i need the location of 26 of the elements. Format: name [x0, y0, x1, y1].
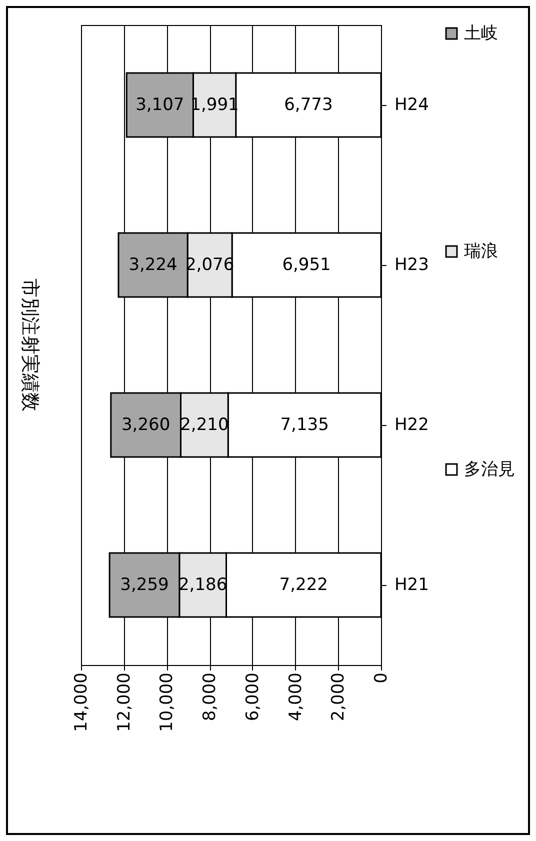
x-tick-label: 14,000: [72, 672, 92, 732]
data-label: 3,224: [128, 255, 178, 275]
y-tick-label: H21: [394, 575, 429, 595]
data-label: 2,210: [180, 415, 229, 435]
data-label: 3,260: [121, 415, 170, 435]
y-tick-label: H24: [394, 95, 429, 115]
x-tick-label: 0: [372, 672, 392, 684]
y-tick-label: H23: [394, 255, 429, 275]
x-tick-label: 8,000: [200, 672, 220, 722]
data-label: 7,135: [280, 415, 329, 435]
x-tick-label: 4,000: [286, 672, 306, 722]
x-tick-label: 12,000: [114, 672, 134, 732]
legend-label: 瑞浪: [464, 242, 498, 262]
x-tick-label: 6,000: [242, 672, 263, 722]
x-tick-label: 10,000: [157, 672, 178, 732]
y-tick-label: H22: [394, 415, 429, 435]
legend-label: 土岐: [464, 24, 498, 44]
data-label: 7,222: [279, 575, 328, 595]
x-tick-label: 2,000: [328, 672, 349, 722]
data-label: 3,259: [120, 575, 169, 595]
data-label: 6,773: [284, 95, 333, 115]
data-label: 6,951: [282, 255, 331, 275]
data-label: 3,107: [136, 95, 184, 115]
data-label: 2,186: [178, 575, 228, 595]
text: 市別注射実績数: [19, 278, 41, 412]
legend-label: 多治見: [464, 460, 515, 480]
